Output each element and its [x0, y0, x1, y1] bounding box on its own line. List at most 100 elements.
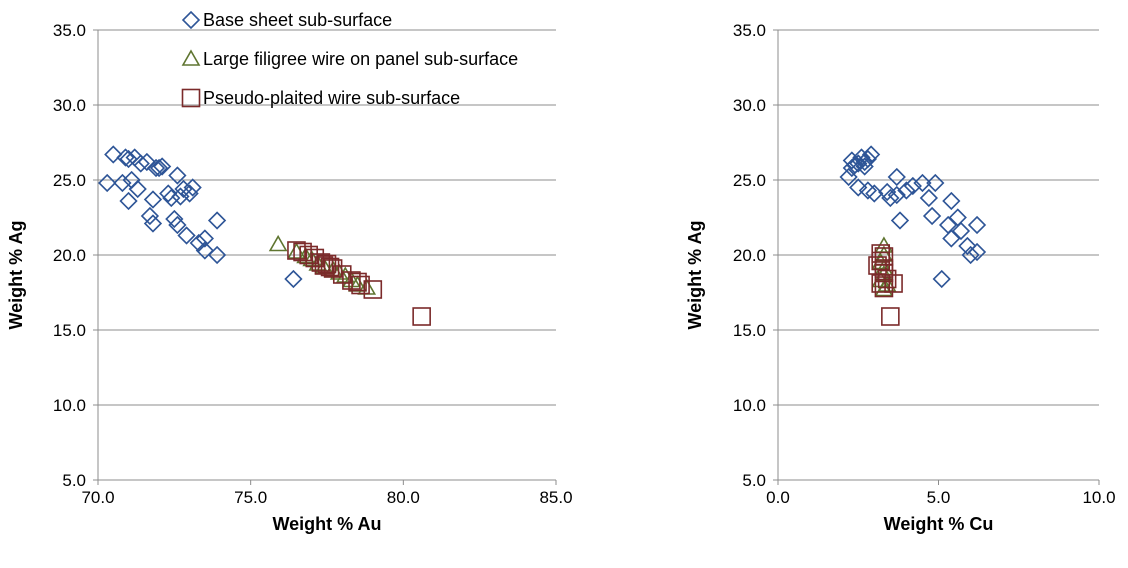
series-diamond — [839, 145, 987, 289]
y-tick-label: 25.0 — [53, 171, 86, 190]
data-point — [926, 173, 945, 193]
data-point — [958, 236, 977, 256]
data-point — [287, 241, 306, 260]
data-point — [317, 254, 337, 274]
data-point — [195, 241, 214, 260]
data-point — [887, 185, 906, 205]
data-point — [932, 269, 951, 289]
data-point — [363, 280, 383, 299]
data-point — [189, 233, 208, 253]
data-point — [942, 191, 961, 211]
legend-label: Large filigree wire on panel sub-surface — [203, 49, 518, 69]
data-point — [967, 242, 987, 262]
series-square — [868, 244, 903, 326]
data-point — [116, 148, 135, 167]
data-point — [152, 157, 172, 176]
data-point — [207, 211, 227, 230]
data-point — [183, 178, 202, 197]
y-tick-label: 10.0 — [733, 396, 766, 415]
data-point — [149, 158, 169, 178]
data-point — [849, 178, 868, 197]
data-point — [881, 307, 900, 326]
y-tick-label: 5.0 — [62, 471, 86, 490]
x-tick-label: 70.0 — [81, 488, 114, 507]
data-point — [412, 307, 431, 326]
data-point — [299, 245, 318, 265]
data-point — [897, 181, 916, 200]
chart-au-vs-ag: 5.0 10.0 15.0 20.0 25.0 30.0 35.0 70.0 75.0 80.0 8… — [6, 10, 573, 534]
series-triangle — [268, 234, 377, 295]
data-point — [967, 215, 987, 235]
legend-label: Pseudo-plaited wire sub-surface — [203, 88, 460, 108]
data-point — [119, 191, 138, 211]
data-point — [180, 184, 199, 203]
x-tick-label: 5.0 — [927, 488, 951, 507]
data-point — [913, 173, 932, 193]
data-point — [146, 158, 166, 178]
legend: Base sheet sub-surface Large filigree wir… — [181, 10, 518, 108]
legend-marker — [181, 88, 201, 108]
data-point — [131, 154, 150, 173]
data-point — [951, 221, 971, 241]
y-tick-label: 35.0 — [53, 21, 86, 40]
y-tick-label: 5.0 — [742, 471, 766, 490]
y-tick-label: 15.0 — [733, 321, 766, 340]
data-point — [207, 245, 227, 265]
data-point — [942, 229, 961, 248]
data-point — [884, 274, 903, 293]
y-tick-label: 25.0 — [733, 171, 766, 190]
data-point — [165, 209, 184, 229]
data-point — [351, 275, 370, 295]
y-axis-title: Weight % Ag — [685, 221, 705, 330]
data-point — [890, 211, 910, 230]
y-tick-label: 10.0 — [53, 396, 86, 415]
legend-marker — [181, 10, 201, 30]
data-point — [842, 151, 861, 170]
data-point — [887, 167, 906, 187]
data-point — [861, 145, 881, 164]
data-point — [874, 263, 894, 283]
x-tick-label: 85.0 — [539, 488, 572, 507]
data-point — [268, 234, 288, 252]
legend-marker — [181, 49, 201, 66]
x-axis-title: Weight % Cu — [884, 514, 994, 534]
x-tick-label: 0.0 — [766, 488, 790, 507]
y-tick-label: 30.0 — [733, 96, 766, 115]
data-point — [320, 257, 340, 277]
data-point — [284, 269, 303, 289]
data-point — [113, 173, 132, 193]
y-tick-label: 15.0 — [53, 321, 86, 340]
y-tick-label: 35.0 — [733, 21, 766, 40]
data-point — [903, 176, 922, 196]
data-point — [137, 152, 156, 172]
data-point — [919, 188, 939, 208]
data-point — [168, 166, 187, 185]
y-axis-title: Weight % Ag — [6, 221, 26, 330]
x-axis-title: Weight % Au — [273, 514, 382, 534]
data-point — [858, 149, 878, 169]
data-point — [168, 215, 187, 235]
data-point — [852, 148, 871, 167]
data-point — [878, 182, 897, 202]
x-tick-label: 80.0 — [387, 488, 420, 507]
data-point — [195, 229, 214, 248]
y-tick-label: 20.0 — [733, 246, 766, 265]
data-point — [849, 154, 868, 173]
data-point — [871, 274, 891, 293]
data-point — [293, 242, 312, 262]
series-diamond — [98, 145, 303, 289]
legend-label: Base sheet sub-surface — [203, 10, 392, 30]
data-point — [177, 226, 196, 245]
series-square — [287, 241, 431, 326]
data-point — [162, 188, 181, 208]
data-point — [874, 279, 894, 297]
data-point — [104, 145, 123, 164]
x-tick-label: 75.0 — [234, 488, 267, 507]
data-point — [874, 278, 894, 298]
data-point — [98, 173, 117, 193]
data-point — [348, 272, 367, 292]
y-tick-label: 20.0 — [53, 246, 86, 265]
data-point — [119, 149, 138, 169]
